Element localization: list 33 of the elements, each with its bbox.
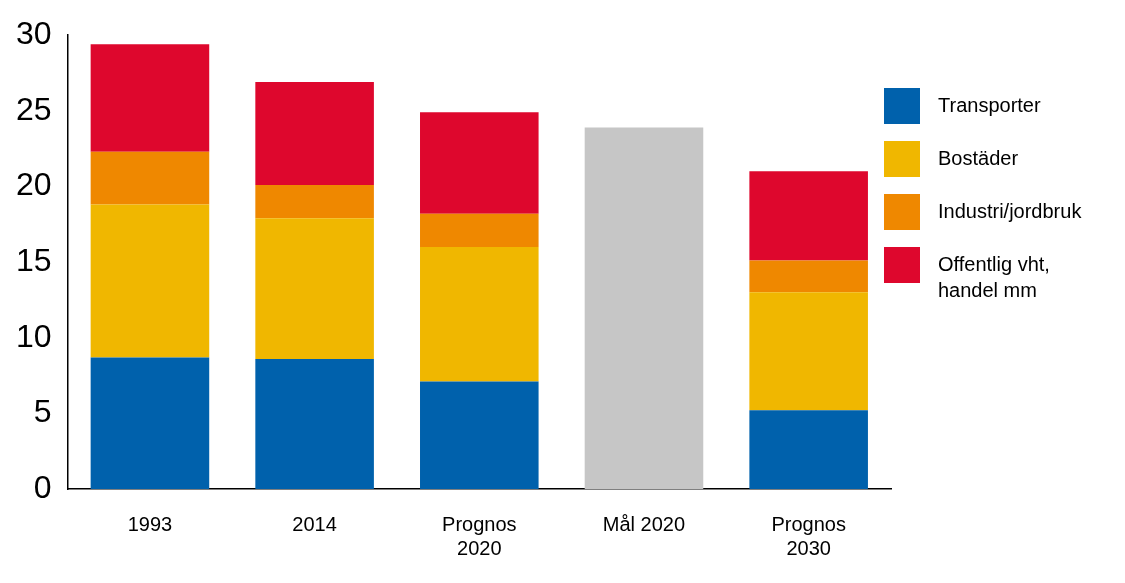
bar: [749, 410, 868, 489]
legend-label: Industri/jordbruk: [938, 199, 1083, 224]
x-tick-label: Prognos 2020: [442, 512, 517, 559]
bar: [420, 213, 539, 247]
x-tick-label: 2014: [292, 512, 337, 535]
x-tick-label: Mål 2020: [602, 512, 686, 535]
bar: [420, 381, 539, 489]
y-tick-label: 30: [16, 15, 52, 52]
bar: [90, 44, 210, 152]
y-tick-label: 5: [33, 393, 52, 430]
bar: [420, 246, 539, 382]
bar: [749, 171, 868, 261]
bar: [255, 358, 374, 489]
bar: [584, 127, 704, 489]
y-tick-label: 25: [16, 90, 52, 127]
bar: [90, 151, 210, 205]
y-tick-label: 20: [16, 166, 52, 203]
legend-label: Transporter: [938, 93, 1042, 118]
bar: [420, 112, 539, 214]
bar: [90, 204, 210, 358]
x-tick-label: 1993: [127, 512, 173, 535]
y-tick-label: 10: [16, 317, 52, 354]
bar: [255, 82, 374, 185]
bar: [749, 292, 868, 411]
legend-label: Bostäder: [938, 146, 1020, 171]
bar: [255, 184, 374, 219]
bar: [749, 260, 868, 293]
y-tick-label: 0: [33, 468, 52, 505]
legend-label: Offentlig vht, handel mm: [938, 252, 1051, 303]
bar: [255, 218, 374, 359]
y-tick-label: 15: [16, 241, 52, 278]
bar: [90, 357, 210, 489]
x-tick-label: Prognos 2030: [771, 512, 846, 559]
